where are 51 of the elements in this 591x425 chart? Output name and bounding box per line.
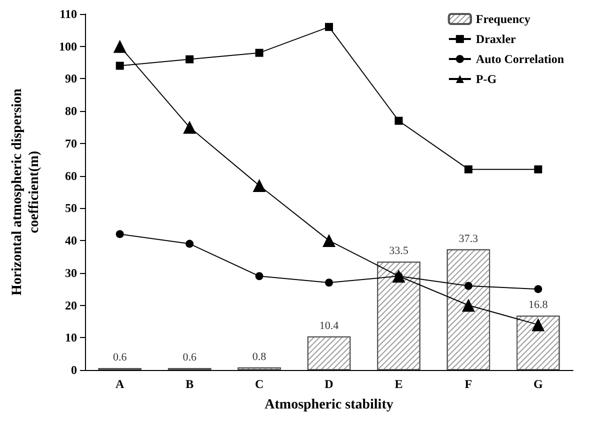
legend-label: P-G (476, 72, 497, 86)
point (116, 62, 124, 70)
point (462, 298, 475, 312)
data-label: 0.6 (182, 352, 197, 364)
x-axis-title: Atmospheric stability (264, 398, 394, 412)
point (186, 55, 194, 64)
x-tick-label: C (254, 377, 264, 391)
x-tick-label: E (394, 377, 403, 391)
point (534, 285, 542, 294)
point (186, 240, 194, 248)
legend-label: Auto Correlation (476, 52, 564, 66)
point (116, 230, 124, 238)
point (183, 120, 196, 134)
x-tick-label: D (324, 377, 334, 391)
legend-label: Frequency (476, 12, 530, 26)
point (464, 282, 472, 290)
y-axis-title: Horizontal atmospheric dispersion coefficient(m) (10, 88, 42, 296)
y-tick-label: 50 (65, 201, 77, 216)
y-tick-label: 60 (65, 168, 77, 183)
point (534, 165, 542, 174)
data-label: 16.8 (528, 299, 548, 312)
point (325, 22, 333, 31)
x-tick-label: G (533, 377, 543, 391)
point (532, 318, 545, 332)
data-label: 0.6 (112, 352, 128, 364)
legend-label: Draxler (476, 32, 517, 46)
x-tick-label: A (116, 377, 125, 391)
point (325, 278, 333, 287)
y-tick-label: 30 (65, 266, 77, 280)
point (255, 48, 264, 57)
y-tick-label: 70 (65, 136, 77, 150)
point (464, 165, 472, 174)
point (394, 116, 403, 125)
y-tick-label: 20 (65, 298, 77, 312)
data-label: 37.3 (458, 232, 479, 245)
y-tick-label: 0 (71, 363, 77, 377)
y-tick-label: 40 (65, 234, 77, 248)
y-tick-label: 10 (65, 330, 77, 345)
y-tick-label: 100 (59, 39, 77, 54)
x-tick-label: F (464, 377, 472, 391)
data-label: 0.8 (252, 350, 267, 363)
data-label: 33.5 (389, 245, 409, 258)
point (113, 40, 126, 53)
point (322, 234, 336, 248)
point (252, 179, 266, 192)
data-label: 10.4 (319, 320, 340, 332)
point (255, 272, 264, 280)
y-tick-label: 90 (65, 72, 77, 86)
y-tick-label: 110 (60, 7, 77, 21)
x-tick-label: B (186, 377, 194, 391)
y-tick-label: 80 (65, 104, 77, 118)
